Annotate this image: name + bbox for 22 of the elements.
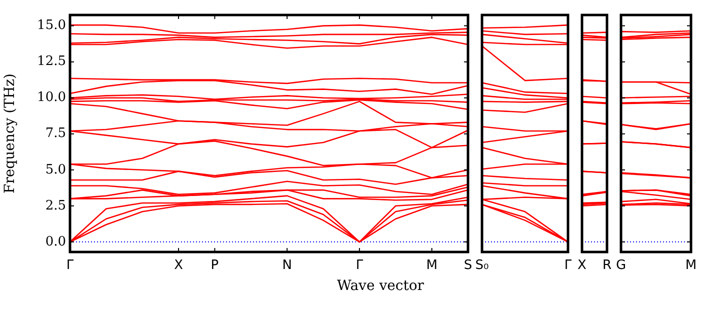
y-tick-label: 15.0 <box>37 18 66 34</box>
y-tick-label: 0.0 <box>45 234 66 250</box>
x-tick-label: M <box>426 258 438 274</box>
y-axis-title: Frequency (THz) <box>2 73 18 194</box>
y-tick-label: 7.5 <box>45 126 66 142</box>
x-tick-label: S₀ <box>475 258 489 274</box>
x-tick-label: P <box>210 258 219 274</box>
x-tick-label: Γ <box>66 258 74 274</box>
y-tick-label: 10.0 <box>37 90 66 106</box>
x-tick-label: M <box>685 258 697 274</box>
x-tick-label: G <box>616 258 626 274</box>
x-tick-label: N <box>282 258 292 274</box>
x-tick-label: Γ <box>564 258 572 274</box>
y-tick-label: 2.5 <box>45 198 66 214</box>
x-tick-label: R <box>602 258 612 274</box>
x-tick-label: X <box>578 258 587 274</box>
y-tick-label: 12.5 <box>37 54 66 70</box>
x-tick-label: S <box>464 258 472 274</box>
x-tick-label: X <box>174 258 184 274</box>
x-axis-title: Wave vector <box>337 278 424 294</box>
y-tick-label: 5.0 <box>45 162 66 178</box>
x-tick-label: Γ <box>356 258 364 274</box>
